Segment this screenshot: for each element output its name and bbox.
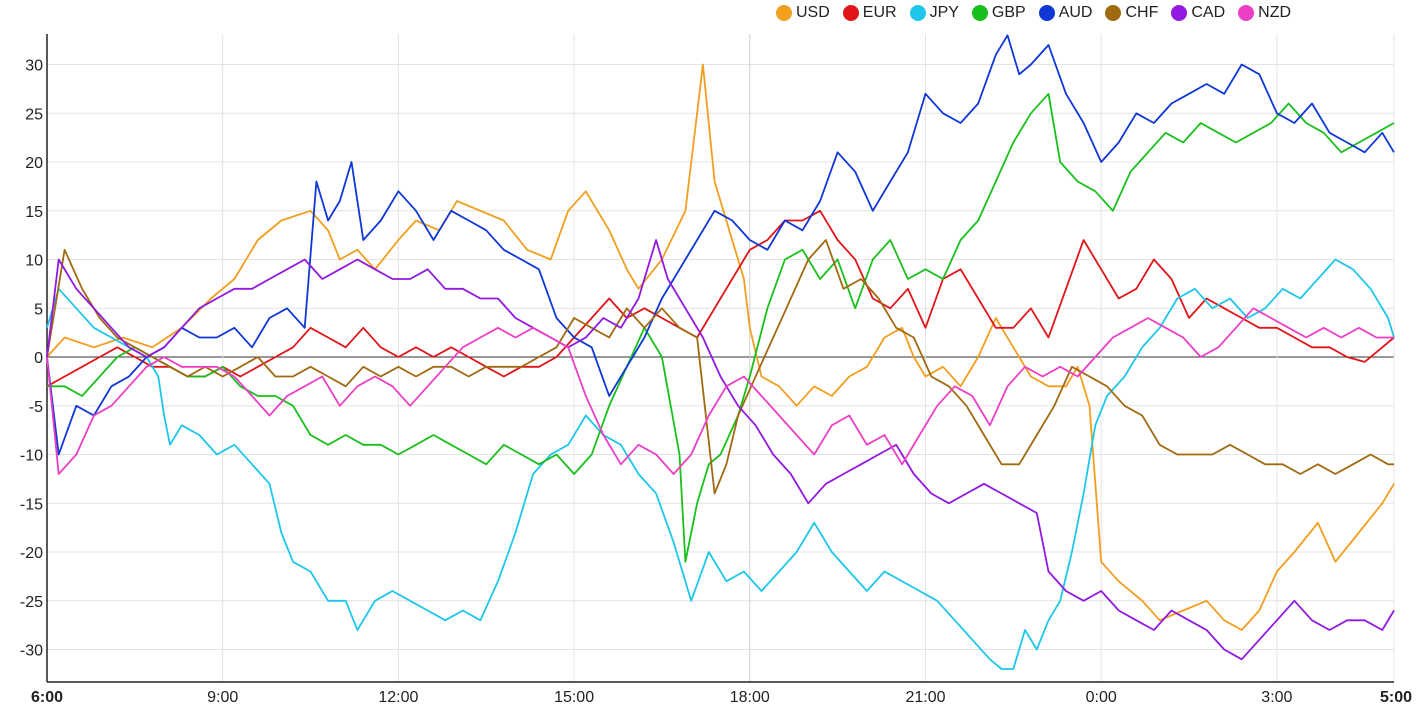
y-axis: 30 25 20 15 10 5 0 -5 -10 -15 -20 -25 -30 (20, 34, 48, 682)
x-tick-label: 15:00 (554, 689, 594, 706)
y-tick-label: -15 (20, 496, 43, 513)
x-tick-label: 9:00 (207, 689, 238, 706)
y-tick-label: 20 (25, 155, 43, 172)
y-tick-label: -5 (29, 399, 43, 416)
legend-label: JPY (929, 4, 959, 21)
x-axis: 6:00 9:00 12:00 15:00 18:00 21:00 0:00 3:00 5:00 (31, 681, 1412, 706)
x-tick-label: 5:00 (1380, 689, 1412, 706)
legend-label: CAD (1191, 4, 1226, 21)
y-tick-label: 30 (25, 58, 43, 75)
legend-item-nzd[interactable]: NZD (1238, 4, 1291, 22)
legend-swatch (1038, 5, 1055, 21)
legend-label: NZD (1258, 4, 1292, 21)
legend-item-jpy[interactable]: JPY (909, 4, 959, 22)
legend-item-cad[interactable]: CAD (1171, 4, 1225, 22)
chart-grid (46, 34, 1395, 682)
legend-item-chf[interactable]: CHF (1105, 4, 1158, 22)
x-tick-label: 3:00 (1261, 689, 1292, 706)
legend-label: AUD (1058, 4, 1093, 21)
series-line-jpy (46, 258, 1395, 670)
legend-item-gbp[interactable]: GBP (971, 4, 1026, 22)
chart-legend: USD EUR JPY GBP AUD CHF CAD NZD (776, 4, 1304, 22)
legend-swatch (1238, 5, 1255, 21)
y-tick-label: -30 (20, 643, 43, 660)
y-tick-label: 25 (25, 106, 43, 123)
legend-swatch (842, 5, 859, 21)
series-line-aud (46, 34, 1395, 456)
series-line-usd (46, 63, 1395, 631)
series-line-eur (46, 209, 1395, 388)
legend-item-eur[interactable]: EUR (842, 4, 897, 22)
y-tick-label: -20 (20, 545, 43, 562)
legend-label: CHF (1125, 4, 1159, 21)
legend-item-usd[interactable]: USD (776, 4, 830, 22)
y-tick-label: 10 (25, 253, 43, 270)
x-tick-label: 0:00 (1086, 689, 1117, 706)
x-tick-label: 6:00 (31, 689, 63, 706)
series-line-nzd (46, 307, 1394, 475)
series-line-chf (46, 239, 1394, 495)
legend-swatch (776, 5, 792, 21)
y-tick-label: 0 (34, 350, 43, 367)
x-tick-label: 21:00 (905, 689, 945, 706)
x-tick-label: 12:00 (378, 689, 418, 706)
legend-label: EUR (862, 4, 897, 21)
legend-label: GBP (991, 4, 1026, 21)
legend-item-aud[interactable]: AUD (1038, 4, 1093, 22)
y-tick-label: 15 (25, 204, 43, 221)
legend-swatch (909, 5, 926, 21)
legend-label: USD (796, 4, 830, 21)
legend-swatch (1105, 5, 1122, 21)
y-tick-label: -10 (20, 448, 43, 465)
y-tick-label: -25 (20, 594, 43, 611)
series-line-gbp (47, 92, 1395, 563)
legend-swatch (971, 5, 988, 21)
legend-swatch (1171, 5, 1188, 21)
series-line-cad (46, 239, 1395, 661)
y-tick-label: 5 (34, 301, 43, 318)
x-tick-label: 18:00 (730, 689, 770, 706)
series-lines (46, 34, 1395, 670)
